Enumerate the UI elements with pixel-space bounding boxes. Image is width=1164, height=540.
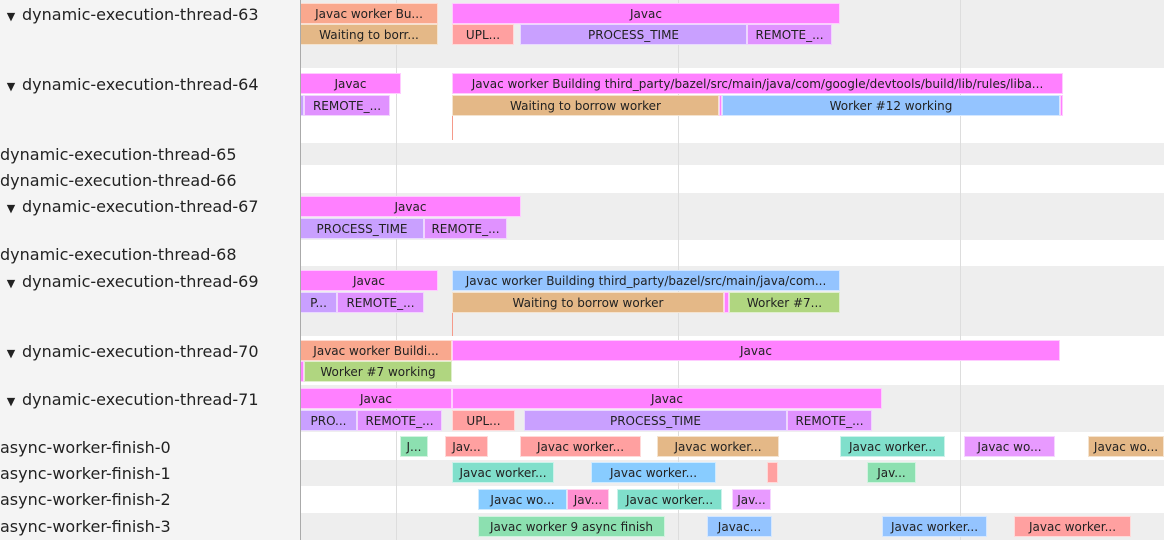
track-name: dynamic-execution-thread-71 bbox=[22, 390, 259, 409]
track-label[interactable]: dynamic-execution-thread-65 bbox=[0, 145, 237, 165]
event-slice[interactable]: Javac bbox=[452, 3, 840, 24]
event-slice[interactable]: Javac wo... bbox=[478, 489, 567, 510]
track-row-bg bbox=[301, 165, 1164, 193]
gridline bbox=[960, 0, 961, 540]
flow-line bbox=[452, 313, 453, 336]
event-slice[interactable]: Javac wo... bbox=[964, 436, 1055, 457]
track-name: dynamic-execution-thread-64 bbox=[22, 75, 259, 94]
event-slice[interactable]: PROCESS_TIME bbox=[301, 218, 424, 239]
triangle-down-icon[interactable]: ▼ bbox=[6, 10, 16, 23]
event-slice[interactable]: Javac worker... bbox=[1014, 516, 1131, 537]
event-slice[interactable]: Javac wo... bbox=[1088, 436, 1164, 457]
event-slice[interactable]: Jav... bbox=[567, 489, 609, 510]
event-slice[interactable]: P... bbox=[301, 292, 337, 313]
event-slice[interactable]: Javac bbox=[301, 388, 452, 409]
event-slice[interactable]: UPL... bbox=[452, 24, 514, 45]
triangle-down-icon[interactable]: ▼ bbox=[6, 202, 16, 215]
event-slice[interactable]: Javac worker... bbox=[520, 436, 641, 457]
event-slice[interactable]: J... bbox=[400, 436, 428, 457]
event-slice[interactable]: REMOTE_... bbox=[787, 410, 872, 431]
track-label[interactable]: dynamic-execution-thread-66 bbox=[0, 171, 237, 191]
event-slice[interactable]: Javac bbox=[301, 73, 401, 94]
event-slice[interactable]: Javac worker 9 async finish bbox=[478, 516, 665, 537]
event-slice[interactable]: PROCESS_TIME bbox=[520, 24, 747, 45]
event-slice[interactable]: REMOTE_... bbox=[304, 95, 390, 116]
track-label[interactable]: ▼ dynamic-execution-thread-69 bbox=[0, 272, 259, 294]
track-name: dynamic-execution-thread-69 bbox=[22, 272, 259, 291]
event-slice[interactable]: PROCESS_TIME bbox=[524, 410, 787, 431]
event-slice[interactable]: REMOTE_... bbox=[747, 24, 832, 45]
track-label[interactable]: async-worker-finish-0 bbox=[0, 438, 171, 458]
event-slice[interactable]: PRO... bbox=[301, 410, 357, 431]
track-label[interactable]: ▼ dynamic-execution-thread-64 bbox=[0, 75, 259, 97]
event-slice[interactable]: Jav... bbox=[732, 489, 771, 510]
event-slice[interactable]: Javac bbox=[452, 340, 1060, 361]
event-slice[interactable]: Javac worker... bbox=[452, 462, 554, 483]
track-row-bg bbox=[301, 460, 1164, 486]
track-label[interactable]: ▼ dynamic-execution-thread-70 bbox=[0, 342, 259, 364]
event-slice[interactable]: Javac worker Building third_party/bazel/… bbox=[452, 73, 1063, 94]
track-label[interactable]: async-worker-finish-1 bbox=[0, 464, 171, 484]
track-label[interactable]: ▼ dynamic-execution-thread-71 bbox=[0, 390, 259, 412]
event-slice[interactable]: Worker #7... bbox=[729, 292, 840, 313]
track-name: dynamic-execution-thread-70 bbox=[22, 342, 259, 361]
event-slice[interactable]: UPL... bbox=[452, 410, 515, 431]
event-slice[interactable]: REMOTE_... bbox=[337, 292, 424, 313]
event-slice[interactable]: Javac worker... bbox=[657, 436, 779, 457]
event-slice[interactable]: Javac bbox=[301, 270, 438, 291]
track-name: dynamic-execution-thread-65 bbox=[0, 145, 237, 164]
event-slice[interactable] bbox=[719, 95, 722, 116]
event-slice[interactable] bbox=[767, 462, 778, 483]
event-slice[interactable]: Javac bbox=[301, 196, 521, 217]
track-label[interactable]: ▼ dynamic-execution-thread-67 bbox=[0, 197, 259, 219]
event-slice[interactable]: Waiting to borrow worker bbox=[452, 95, 719, 116]
event-slice[interactable]: Javac worker... bbox=[840, 436, 945, 457]
track-name: dynamic-execution-thread-66 bbox=[0, 171, 237, 190]
track-row-bg bbox=[301, 143, 1164, 165]
track-label[interactable]: async-worker-finish-3 bbox=[0, 517, 171, 537]
event-slice[interactable] bbox=[301, 361, 304, 382]
track-name: async-worker-finish-3 bbox=[0, 517, 171, 536]
event-slice[interactable]: Javac worker Building third_party/bazel/… bbox=[452, 270, 840, 291]
track-name: async-worker-finish-2 bbox=[0, 490, 171, 509]
track-row-bg bbox=[301, 240, 1164, 266]
track-name: dynamic-execution-thread-63 bbox=[22, 5, 259, 24]
event-slice[interactable] bbox=[301, 95, 304, 116]
event-slice[interactable]: Javac worker... bbox=[591, 462, 716, 483]
track-labels-panel: ▼ dynamic-execution-thread-63 ▼ dynamic-exe… bbox=[0, 0, 301, 540]
event-slice[interactable]: Javac worker... bbox=[882, 516, 987, 537]
event-slice[interactable]: Waiting to borr... bbox=[301, 24, 438, 45]
timeline[interactable]: Javac worker Bu... Javac Waiting to borr..… bbox=[301, 0, 1164, 540]
track-label[interactable]: dynamic-execution-thread-68 bbox=[0, 245, 237, 265]
flow-line bbox=[452, 116, 453, 140]
event-slice[interactable]: Javac bbox=[452, 388, 882, 409]
triangle-down-icon[interactable]: ▼ bbox=[6, 395, 16, 408]
event-slice[interactable]: REMOTE_... bbox=[424, 218, 507, 239]
event-slice[interactable]: Javac worker Buildi... bbox=[301, 340, 452, 361]
event-slice[interactable] bbox=[724, 292, 729, 313]
event-slice[interactable]: Javac... bbox=[707, 516, 772, 537]
event-slice[interactable]: Jav... bbox=[867, 462, 916, 483]
event-slice[interactable]: Jav... bbox=[445, 436, 488, 457]
event-slice[interactable]: Worker #12 working bbox=[722, 95, 1060, 116]
event-slice[interactable]: REMOTE_... bbox=[357, 410, 442, 431]
event-slice[interactable] bbox=[1060, 95, 1063, 116]
event-slice[interactable]: Worker #7 working bbox=[304, 361, 452, 382]
track-name: async-worker-finish-0 bbox=[0, 438, 171, 457]
track-name: async-worker-finish-1 bbox=[0, 464, 171, 483]
triangle-down-icon[interactable]: ▼ bbox=[6, 347, 16, 360]
event-slice[interactable]: Waiting to borrow worker bbox=[452, 292, 724, 313]
track-label[interactable]: async-worker-finish-2 bbox=[0, 490, 171, 510]
event-slice[interactable]: Javac worker Bu... bbox=[301, 3, 438, 24]
track-name: dynamic-execution-thread-68 bbox=[0, 245, 237, 264]
triangle-down-icon[interactable]: ▼ bbox=[6, 277, 16, 290]
event-slice[interactable]: Javac worker... bbox=[617, 489, 722, 510]
track-name: dynamic-execution-thread-67 bbox=[22, 197, 259, 216]
track-label[interactable]: ▼ dynamic-execution-thread-63 bbox=[0, 5, 259, 27]
triangle-down-icon[interactable]: ▼ bbox=[6, 80, 16, 93]
